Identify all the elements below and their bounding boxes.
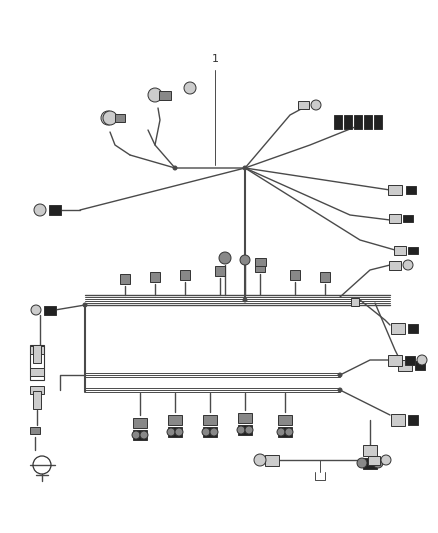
Circle shape [82, 303, 88, 308]
Bar [278, 415, 292, 425]
Bar [364, 115, 372, 129]
Circle shape [338, 387, 343, 392]
Bar [254, 258, 265, 266]
Bar [394, 246, 406, 254]
Circle shape [311, 100, 321, 110]
Bar [363, 457, 377, 469]
Bar [363, 445, 377, 456]
Bar [133, 430, 147, 440]
Circle shape [210, 428, 218, 436]
Bar [403, 214, 413, 222]
Bar [408, 415, 418, 425]
Bar [344, 115, 352, 129]
Bar [398, 359, 412, 370]
Circle shape [240, 255, 250, 265]
Bar [320, 272, 330, 282]
Circle shape [373, 458, 383, 468]
Bar [238, 413, 252, 423]
Bar [133, 418, 147, 428]
Circle shape [34, 204, 46, 216]
Bar [159, 91, 171, 100]
Circle shape [175, 428, 183, 436]
Bar [415, 360, 425, 369]
Bar [278, 427, 292, 437]
Circle shape [173, 166, 177, 171]
Bar [334, 115, 342, 129]
Bar [391, 414, 405, 426]
Bar [33, 345, 41, 363]
Circle shape [237, 426, 245, 434]
Circle shape [245, 426, 253, 434]
Bar [255, 262, 265, 272]
Bar [150, 272, 160, 282]
Text: 1: 1 [212, 54, 219, 64]
Circle shape [357, 458, 367, 468]
Circle shape [243, 297, 247, 303]
Bar [180, 270, 190, 280]
Circle shape [243, 166, 247, 171]
Circle shape [167, 428, 175, 436]
Circle shape [381, 455, 391, 465]
Bar [408, 246, 418, 254]
Bar [30, 345, 44, 380]
Circle shape [219, 252, 231, 264]
Circle shape [254, 454, 266, 466]
Circle shape [417, 355, 427, 365]
Bar [265, 455, 279, 465]
Bar [30, 386, 44, 394]
Bar [368, 456, 380, 464]
Circle shape [148, 88, 162, 102]
Bar [408, 324, 418, 333]
Circle shape [277, 428, 285, 436]
Bar [168, 427, 182, 437]
Circle shape [338, 373, 343, 377]
Circle shape [184, 82, 196, 94]
Circle shape [202, 428, 210, 436]
Circle shape [285, 428, 293, 436]
Bar [389, 261, 401, 270]
Circle shape [101, 111, 115, 125]
Bar [33, 391, 41, 409]
Circle shape [403, 260, 413, 270]
Bar [290, 270, 300, 280]
Bar [30, 346, 44, 354]
Circle shape [132, 431, 140, 439]
Bar [120, 274, 130, 284]
Bar [391, 322, 405, 334]
Bar [49, 205, 61, 215]
Bar [238, 425, 252, 435]
Bar [30, 426, 40, 433]
Bar [115, 114, 125, 122]
Bar [203, 427, 217, 437]
Circle shape [140, 431, 148, 439]
Bar [389, 214, 401, 222]
Bar [168, 415, 182, 425]
Bar [30, 368, 44, 376]
Bar [44, 305, 56, 314]
Bar [406, 186, 416, 194]
Bar [215, 266, 225, 276]
Circle shape [103, 111, 117, 125]
Bar [388, 354, 402, 366]
Circle shape [31, 305, 41, 315]
Bar [405, 356, 415, 365]
Bar [354, 115, 362, 129]
Bar [374, 115, 382, 129]
Bar [388, 185, 402, 195]
Bar [297, 101, 308, 109]
Bar [203, 415, 217, 425]
